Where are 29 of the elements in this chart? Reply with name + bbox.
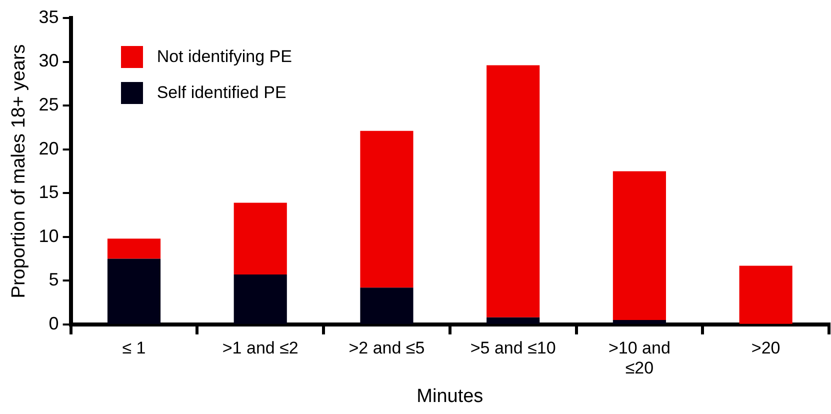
bar [739, 266, 792, 324]
y-tick-label: 20 [38, 138, 59, 158]
bar [360, 130, 414, 288]
x-tick-label: >1 and ≤2 [222, 338, 298, 358]
bar [612, 320, 666, 324]
bar [612, 171, 666, 320]
y-tick-label: 15 [38, 182, 59, 202]
bar [486, 317, 540, 324]
x-tick-label: >5 and ≤10 [470, 338, 556, 358]
bar [107, 238, 161, 259]
y-tick-label: 30 [38, 50, 59, 71]
bar [234, 202, 287, 274]
bar [107, 258, 161, 324]
x-tick-label: ≤ 1 [122, 338, 146, 358]
y-tick-label: 5 [48, 270, 59, 290]
y-axis-title: Proportion of males 18+ years [8, 44, 30, 298]
y-tick-label: 10 [38, 226, 59, 246]
bar [360, 288, 414, 324]
x-tick-label: >10 and ≤20 [608, 338, 670, 378]
legend-label: Not identifying PE [156, 47, 292, 67]
bar [486, 65, 540, 318]
y-tick-label: 35 [38, 6, 59, 27]
y-tick-label: 0 [48, 313, 59, 334]
x-tick-label: >20 [751, 338, 780, 358]
legend-label: Self identified PE [156, 83, 286, 103]
bar [234, 274, 287, 324]
y-tick-label: 25 [38, 94, 59, 115]
x-tick-label: >2 and ≤5 [348, 338, 425, 358]
x-axis-title: Minutes [416, 386, 484, 407]
